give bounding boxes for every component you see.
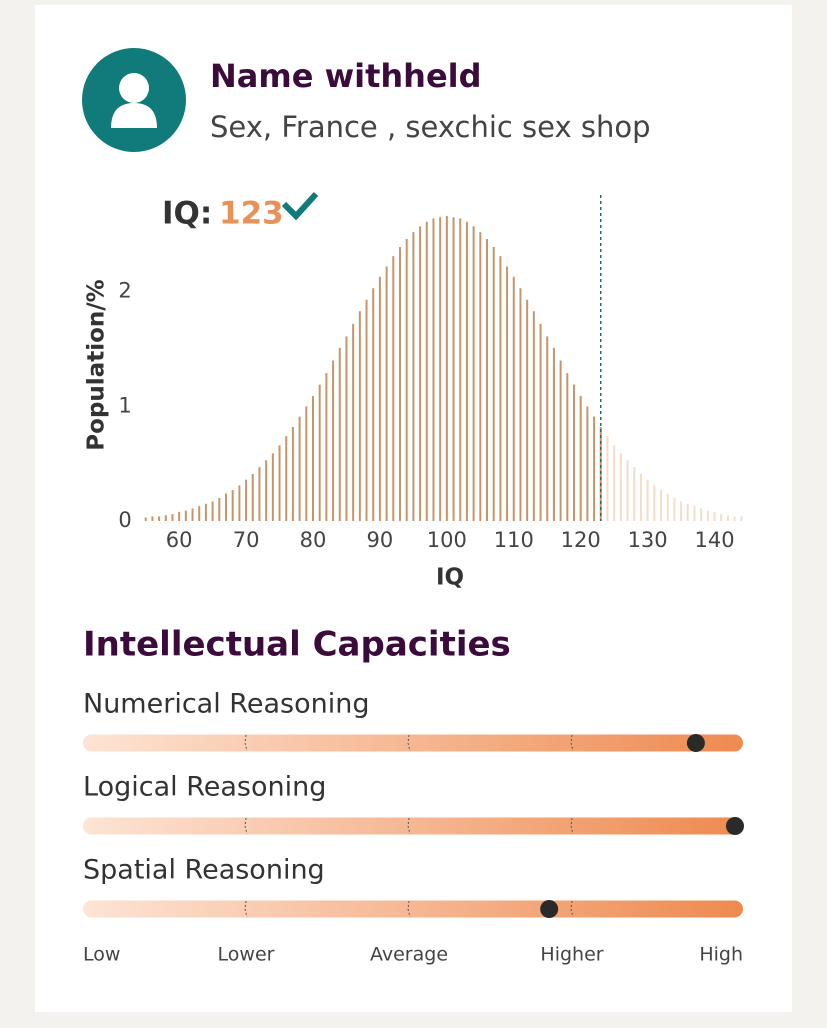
profile-subtitle: Sex, France , sexchic sex shop [210,110,651,144]
capacity-dot [686,734,705,752]
x-tick-label: 90 [367,528,394,552]
capacity-track [83,734,743,752]
capacity-dot [726,817,744,835]
iq-score: 123 [219,196,284,232]
y-tick-label: 1 [118,393,131,417]
scale-divider [244,734,248,752]
scale-label: Lower [218,944,275,966]
avatar-icon [111,103,157,128]
x-tick-label: 100 [427,528,467,552]
scale-label: Low [83,944,120,966]
scale-divider [570,900,574,918]
scale-divider [407,900,411,918]
x-tick-label: 70 [233,528,260,552]
x-tick-label: 140 [694,528,734,552]
capacity-label: Spatial Reasoning [83,855,325,886]
capacity-label: Numerical Reasoning [83,689,369,720]
x-tick-label: 110 [494,528,534,552]
x-axis-label: IQ [436,565,464,591]
avatar-icon [119,73,149,103]
capacity-track [83,817,743,835]
profile-name: Name withheld [210,57,482,95]
y-axis-label: Population/% [84,279,110,450]
iq-label: IQ: [162,196,212,232]
y-tick-label: 0 [118,508,131,532]
scale-divider [570,734,574,752]
check-icon [281,191,319,221]
scale-divider [244,817,248,835]
y-tick-label: 2 [118,279,131,303]
scale-divider [244,900,248,918]
capacity-label: Logical Reasoning [83,772,326,803]
scale-label: High [699,944,743,966]
scale-divider [407,817,411,835]
section-title: Intellectual Capacities [83,625,511,665]
capacity-dot [540,900,559,918]
scale-divider [407,734,411,752]
scale-label: Average [370,944,448,966]
x-tick-label: 130 [628,528,668,552]
scale-label: Higher [540,944,603,966]
scale-divider [570,817,574,835]
capacity-track [83,900,743,918]
x-tick-label: 60 [166,528,193,552]
x-tick-label: 120 [561,528,601,552]
x-tick-label: 80 [300,528,327,552]
